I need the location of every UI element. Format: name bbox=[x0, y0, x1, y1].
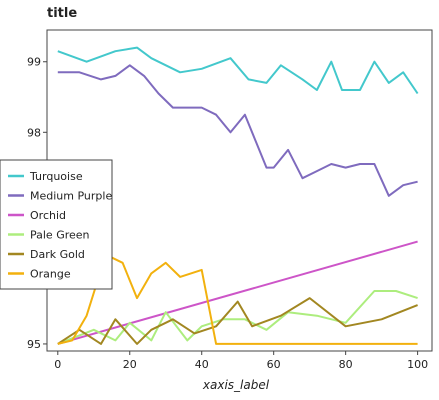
x-tick-label: 20 bbox=[123, 358, 137, 371]
series-lines bbox=[57, 46, 419, 345]
x-tick-label: 40 bbox=[195, 358, 209, 371]
legend-label-orchid: Orchid bbox=[30, 209, 66, 222]
y-tick-label: 99 bbox=[27, 56, 41, 69]
x-tick-label: 80 bbox=[339, 358, 353, 371]
y-tick-label: 98 bbox=[27, 126, 41, 139]
x-axis-label: xaxis_label bbox=[202, 378, 270, 392]
chart-title: title bbox=[47, 6, 77, 21]
series-line-turquoise bbox=[57, 46, 419, 95]
x-axis: 0 20 40 60 80 100 bbox=[54, 351, 428, 371]
x-tick-label: 0 bbox=[54, 358, 61, 371]
x-tick-label: 100 bbox=[407, 358, 428, 371]
legend: Turquoise Medium Purple Orchid Pale Green Da… bbox=[0, 159, 113, 290]
legend-label-orange: Orange bbox=[30, 268, 71, 281]
legend-label-dark-gold: Dark Gold bbox=[30, 248, 85, 261]
series-line-medium-purple bbox=[57, 64, 418, 197]
x-tick-label: 60 bbox=[267, 358, 281, 371]
series-line-orange bbox=[57, 254, 418, 345]
legend-box bbox=[0, 159, 113, 290]
series-line-orchid bbox=[57, 240, 418, 345]
legend-label-turquoise: Turquoise bbox=[29, 170, 83, 183]
y-tick-label: 95 bbox=[27, 338, 41, 351]
legend-label-pale-green: Pale Green bbox=[30, 229, 90, 242]
series-line-dark-gold bbox=[57, 297, 418, 345]
legend-label-medium-purple: Medium Purple bbox=[30, 190, 112, 203]
